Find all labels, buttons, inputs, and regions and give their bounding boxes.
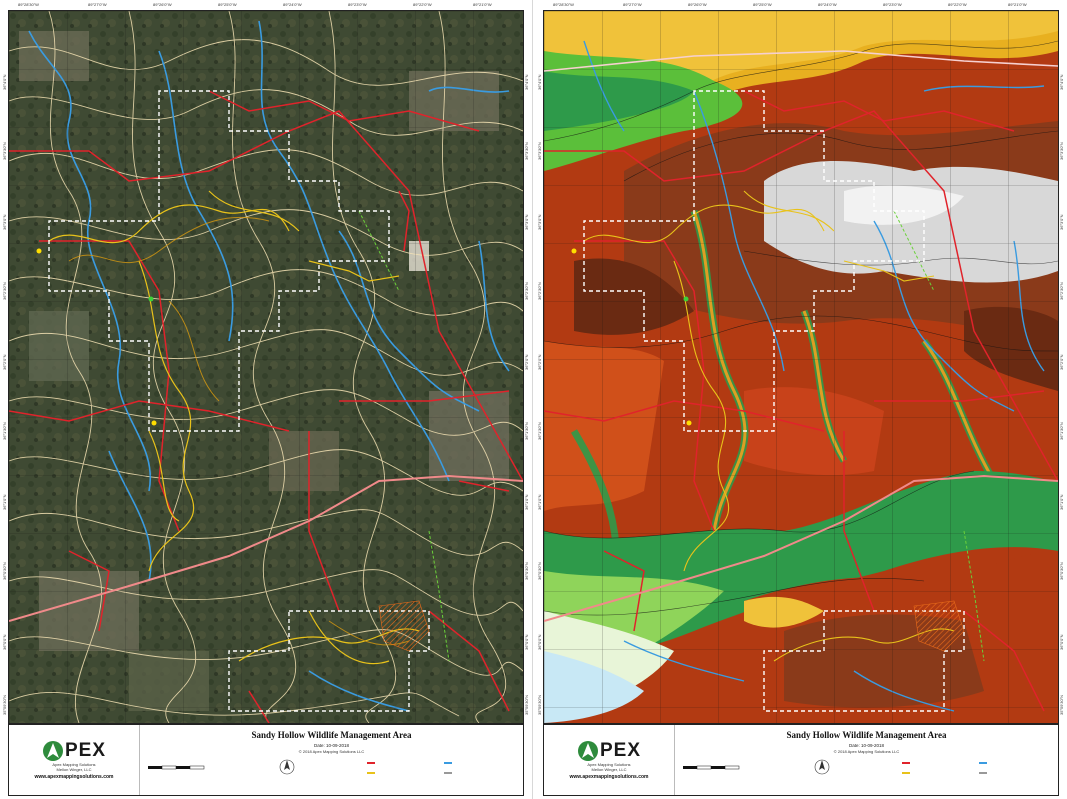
top-coordinate-ticks: 89°28'30"W 89°27'0"W 89°26'0"W 89°25'0"W… [553, 2, 1027, 7]
highway [9, 474, 523, 622]
north-arrow-icon [814, 759, 829, 775]
hatched-area [913, 600, 965, 652]
section-grid [544, 11, 1058, 723]
aerial-map-sheet: 89°28'30"W 89°27'0"W 89°26'0"W 89°25'0"W… [0, 0, 532, 799]
logo-wordmark: PEX [599, 740, 642, 761]
elevation-map-frame[interactable] [543, 10, 1059, 724]
top-coordinate-ticks: 89°28'30"W 89°27'0"W 89°26'0"W 89°25'0"W… [18, 2, 492, 7]
left-coordinate-ticks: 36°4'0"N 36°3'30"N 36°3'0"N 36°2'30"N 36… [2, 74, 7, 715]
trails [583, 190, 955, 662]
company-website[interactable]: www.apexmappingsolutions.com [34, 774, 114, 780]
company-logo-box: PEX Apex Mapping Solutions Mellon Winger… [9, 725, 140, 795]
map-legend [367, 758, 517, 778]
parking-marker[interactable] [571, 248, 577, 254]
company-sub: Mellon Winger, LLC [56, 767, 92, 772]
left-coordinate-ticks: 36°4'0"N 36°3'30"N 36°3'0"N 36°2'30"N 36… [537, 74, 542, 715]
trails [48, 190, 420, 665]
parking-marker[interactable] [686, 420, 692, 426]
apex-logo: PEX [577, 740, 641, 762]
logo-wordmark: PEX [64, 740, 107, 761]
point-marker[interactable] [683, 296, 689, 302]
apex-logo: PEX [42, 740, 106, 762]
elevation-map-canvas [544, 11, 1058, 723]
copyright-notice: © 2018 Apex Mapping Solutions LLC [833, 749, 900, 754]
legend-item-trails [902, 769, 975, 779]
wma-boundary [48, 90, 430, 712]
scale-bar [148, 765, 205, 770]
map-info-box: Sandy Hollow Wildlife Management Area Da… [140, 725, 523, 795]
company-website[interactable]: www.apexmappingsolutions.com [569, 774, 649, 780]
scale-bar [683, 765, 740, 770]
hatched-area [378, 600, 430, 652]
legend-item-boundary [444, 769, 517, 779]
parking-marker[interactable] [36, 248, 42, 254]
sheet-divider [532, 0, 536, 799]
compass-logo-icon [577, 741, 598, 761]
north-arrow-icon [279, 759, 294, 775]
map-footer: PEX Apex Mapping Solutions Mellon Winger… [543, 724, 1059, 796]
map-title: Sandy Hollow Wildlife Management Area [251, 730, 412, 740]
parking-marker[interactable] [151, 420, 157, 426]
legend-item-roads [367, 758, 440, 768]
map-info-box: Sandy Hollow Wildlife Management Area Da… [675, 725, 1058, 795]
legend-item-boundary [979, 769, 1052, 779]
fire-lines [893, 210, 985, 662]
company-logo-box: PEX Apex Mapping Solutions Mellon Winger… [544, 725, 675, 795]
map-title: Sandy Hollow Wildlife Management Area [786, 730, 947, 740]
aerial-map-frame[interactable] [8, 10, 524, 724]
copyright-notice: © 2018 Apex Mapping Solutions LLC [298, 749, 365, 754]
map-footer: PEX Apex Mapping Solutions Mellon Winger… [8, 724, 524, 796]
point-marker[interactable] [148, 296, 154, 302]
aerial-map-canvas [9, 11, 523, 723]
legend-item-streams [979, 758, 1052, 768]
section-grid [9, 11, 523, 723]
map-date: Date: 10-09-2018 [848, 743, 885, 748]
company-name: Apex Mapping Solutions [587, 762, 631, 767]
elevation-map-sheet: 89°28'30"W 89°27'0"W 89°26'0"W 89°25'0"W… [535, 0, 1067, 799]
highway [544, 474, 1058, 622]
highway-north [544, 50, 1058, 72]
map-legend [902, 758, 1052, 778]
legend-item-trails [367, 769, 440, 779]
fire-lines [358, 210, 450, 662]
legend-item-roads [902, 758, 975, 768]
compass-logo-icon [42, 741, 63, 761]
map-date: Date: 10-09-2018 [313, 743, 350, 748]
legend-item-streams [444, 758, 517, 768]
wma-boundary [583, 90, 965, 712]
company-name: Apex Mapping Solutions [52, 762, 96, 767]
company-sub: Mellon Winger, LLC [591, 767, 627, 772]
